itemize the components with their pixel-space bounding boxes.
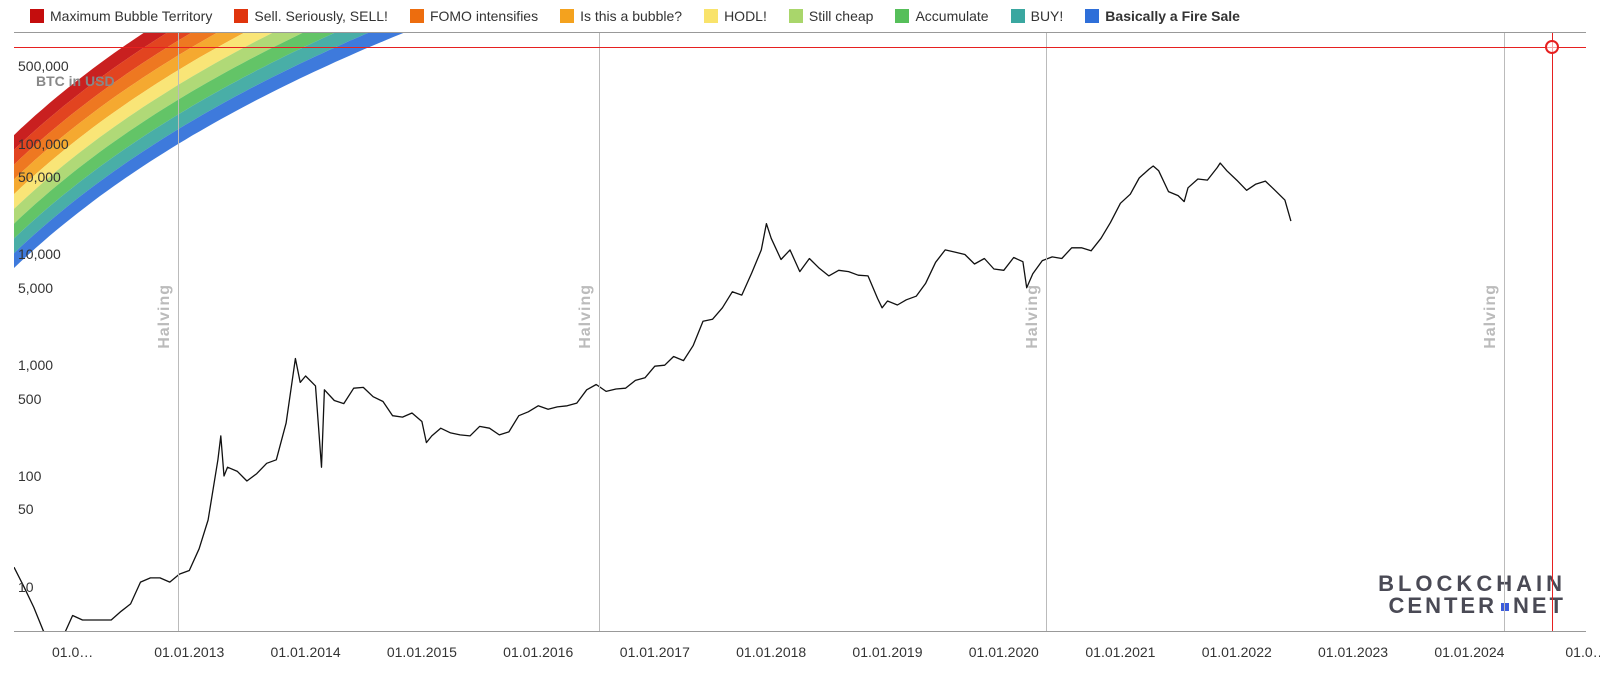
x-tick-label: 01.0… <box>1565 644 1600 660</box>
watermark-line1: BLOCKCHAIN <box>1378 573 1566 595</box>
legend-swatch <box>789 9 803 23</box>
halving-line <box>1504 33 1505 631</box>
crosshair-vertical <box>1552 33 1553 631</box>
legend-item[interactable]: Still cheap <box>789 8 874 24</box>
y-tick-label: 100,000 <box>18 136 69 152</box>
x-tick-label: 01.01.2024 <box>1434 644 1504 660</box>
halving-line <box>178 33 179 631</box>
legend-item[interactable]: HODL! <box>704 8 767 24</box>
legend-label: FOMO intensifies <box>430 8 538 24</box>
legend-swatch <box>234 9 248 23</box>
rainbow-chart-container: Maximum Bubble Territory Sell. Seriously,… <box>0 0 1600 677</box>
legend-item[interactable]: BUY! <box>1011 8 1064 24</box>
legend-label: Sell. Seriously, SELL! <box>254 8 388 24</box>
y-tick-label: 100 <box>18 468 41 484</box>
x-axis: 01.0… 01.01.2013 01.01.2014 01.01.2015 01.01… <box>14 636 1586 666</box>
y-tick-label: 5,000 <box>18 280 53 296</box>
legend-label: Basically a Fire Sale <box>1105 8 1240 24</box>
halving-label: Halving <box>1482 284 1500 349</box>
legend: Maximum Bubble Territory Sell. Seriously,… <box>0 0 1600 32</box>
legend-swatch <box>895 9 909 23</box>
x-tick-label: 01.01.2022 <box>1202 644 1272 660</box>
crosshair-horizontal <box>14 47 1586 48</box>
legend-item[interactable]: Accumulate <box>895 8 988 24</box>
price-line <box>14 33 1586 631</box>
legend-label: Is this a bubble? <box>580 8 682 24</box>
legend-item[interactable]: Sell. Seriously, SELL! <box>234 8 388 24</box>
x-tick-label: 01.01.2014 <box>271 644 341 660</box>
y-tick-label: 50,000 <box>18 169 61 185</box>
halving-label: Halving <box>577 284 595 349</box>
x-tick-label: 01.0… <box>52 644 93 660</box>
watermark: BLOCKCHAIN CENTERNET <box>1378 573 1566 617</box>
legend-item[interactable]: Maximum Bubble Territory <box>30 8 212 24</box>
legend-swatch <box>1085 9 1099 23</box>
legend-label: Accumulate <box>915 8 988 24</box>
halving-label: Halving <box>156 284 174 349</box>
x-tick-label: 01.01.2016 <box>503 644 573 660</box>
y-axis-title: BTC in USD <box>36 73 115 89</box>
legend-label: BUY! <box>1031 8 1064 24</box>
legend-item[interactable]: FOMO intensifies <box>410 8 538 24</box>
legend-label: HODL! <box>724 8 767 24</box>
legend-item[interactable]: Basically a Fire Sale <box>1085 8 1240 24</box>
halving-line <box>599 33 600 631</box>
legend-label: Still cheap <box>809 8 874 24</box>
x-tick-label: 01.01.2023 <box>1318 644 1388 660</box>
y-tick-label: 50 <box>18 501 34 517</box>
x-tick-label: 01.01.2013 <box>154 644 224 660</box>
x-tick-label: 01.01.2015 <box>387 644 457 660</box>
legend-swatch <box>560 9 574 23</box>
x-tick-label: 01.01.2017 <box>620 644 690 660</box>
crosshair-marker <box>1545 40 1559 54</box>
legend-label: Maximum Bubble Territory <box>50 8 212 24</box>
y-tick-label: 10 <box>18 579 34 595</box>
halving-label: Halving <box>1024 284 1042 349</box>
x-tick-label: 01.01.2019 <box>852 644 922 660</box>
y-tick-label: 500 <box>18 391 41 407</box>
watermark-line2: CENTERNET <box>1378 595 1566 617</box>
legend-swatch <box>704 9 718 23</box>
halving-line <box>1046 33 1047 631</box>
legend-swatch <box>30 9 44 23</box>
btc-price-path <box>14 163 1291 631</box>
y-tick-label: 10,000 <box>18 246 61 262</box>
x-tick-label: 01.01.2018 <box>736 644 806 660</box>
legend-swatch <box>1011 9 1025 23</box>
y-tick-label: 1,000 <box>18 357 53 373</box>
legend-item[interactable]: Is this a bubble? <box>560 8 682 24</box>
x-tick-label: 01.01.2020 <box>969 644 1039 660</box>
legend-swatch <box>410 9 424 23</box>
plot-area[interactable]: BTC in USD BLOCKCHAIN CENTERNET 10 50 100 5… <box>14 32 1586 632</box>
y-tick-label: 500,000 <box>18 58 69 74</box>
x-tick-label: 01.01.2021 <box>1085 644 1155 660</box>
